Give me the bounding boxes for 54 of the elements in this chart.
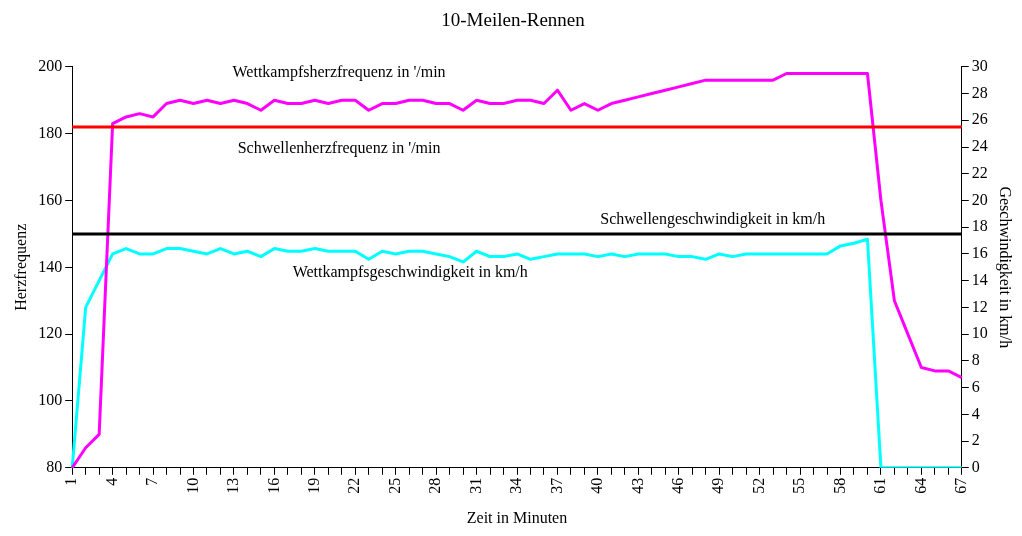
x-tick-label: 64 bbox=[911, 477, 929, 494]
y2-tick-label: 2 bbox=[971, 431, 980, 449]
x-tick-label: 19 bbox=[305, 477, 323, 494]
y-tick-label: 100 bbox=[38, 391, 63, 409]
x-tick-label: 49 bbox=[709, 477, 727, 494]
x-tick-label: 22 bbox=[345, 477, 363, 494]
y2-tick-label: 14 bbox=[971, 270, 988, 288]
y-tick-label: 140 bbox=[38, 257, 63, 275]
x-tick-label: 61 bbox=[871, 477, 889, 494]
x-tick-label: 31 bbox=[466, 477, 484, 494]
x-axis-title: Zeit in Minuten bbox=[466, 508, 568, 526]
series-label: Wettkampfsherzfrequenz in '/min bbox=[232, 63, 446, 81]
y2-tick-label: 18 bbox=[971, 217, 988, 235]
series-label: Wettkampfsgeschwindigkeit in km/h bbox=[292, 263, 528, 282]
x-tick-label: 52 bbox=[749, 477, 767, 494]
x-tick-label: 10 bbox=[183, 477, 201, 494]
x-tick-label: 25 bbox=[385, 477, 403, 494]
x-tick-label: 67 bbox=[952, 477, 969, 494]
y2-tick-label: 10 bbox=[971, 324, 988, 342]
x-tick-label: 46 bbox=[668, 477, 686, 494]
x-tick-label: 4 bbox=[102, 477, 120, 486]
x-tick-label: 40 bbox=[588, 477, 606, 494]
x-tick-label: 28 bbox=[426, 477, 444, 494]
x-tick-label: 58 bbox=[830, 477, 848, 494]
x-tick-label: 37 bbox=[547, 477, 565, 494]
x-tick-label: 7 bbox=[143, 477, 161, 486]
y2-tick-label: 26 bbox=[971, 110, 988, 128]
y2-tick-label: 24 bbox=[971, 137, 988, 155]
x-tick-label: 16 bbox=[264, 477, 282, 494]
ref-line-label: Schwellengeschwindigkeit in km/h bbox=[600, 210, 826, 229]
y-tick-label: 180 bbox=[38, 123, 63, 141]
y-tick-label: 120 bbox=[38, 324, 63, 342]
y-tick-label: 160 bbox=[38, 190, 63, 208]
x-tick-label: 34 bbox=[507, 477, 525, 494]
y2-tick-label: 8 bbox=[971, 351, 980, 369]
x-tick-label: 13 bbox=[224, 477, 242, 494]
y-tick-label: 200 bbox=[38, 57, 63, 74]
y2-tick-label: 6 bbox=[971, 377, 980, 395]
y2-tick-label: 4 bbox=[971, 404, 980, 422]
y2-tick-label: 28 bbox=[971, 83, 988, 101]
y2-tick-label: 20 bbox=[971, 190, 988, 208]
chart-title: 10-Meilen-Rennen bbox=[441, 9, 586, 31]
x-tick-label: 43 bbox=[628, 477, 646, 494]
x-tick-label: 1 bbox=[62, 477, 80, 486]
y2-tick-label: 12 bbox=[971, 297, 988, 315]
y2-tick-label: 22 bbox=[971, 163, 988, 181]
y2-axis-title: Geschwindigkeit in km/h bbox=[996, 186, 1015, 349]
ref-line-label: Schwellenherzfrequenz in '/min bbox=[237, 139, 441, 158]
x-tick-label: 55 bbox=[790, 477, 808, 494]
y2-tick-label: 0 bbox=[971, 458, 980, 475]
y-axis-title: Herzfrequenz bbox=[11, 223, 30, 311]
y2-tick-label: 16 bbox=[971, 244, 988, 262]
y-tick-label: 80 bbox=[46, 458, 63, 475]
y2-tick-label: 30 bbox=[971, 57, 988, 74]
